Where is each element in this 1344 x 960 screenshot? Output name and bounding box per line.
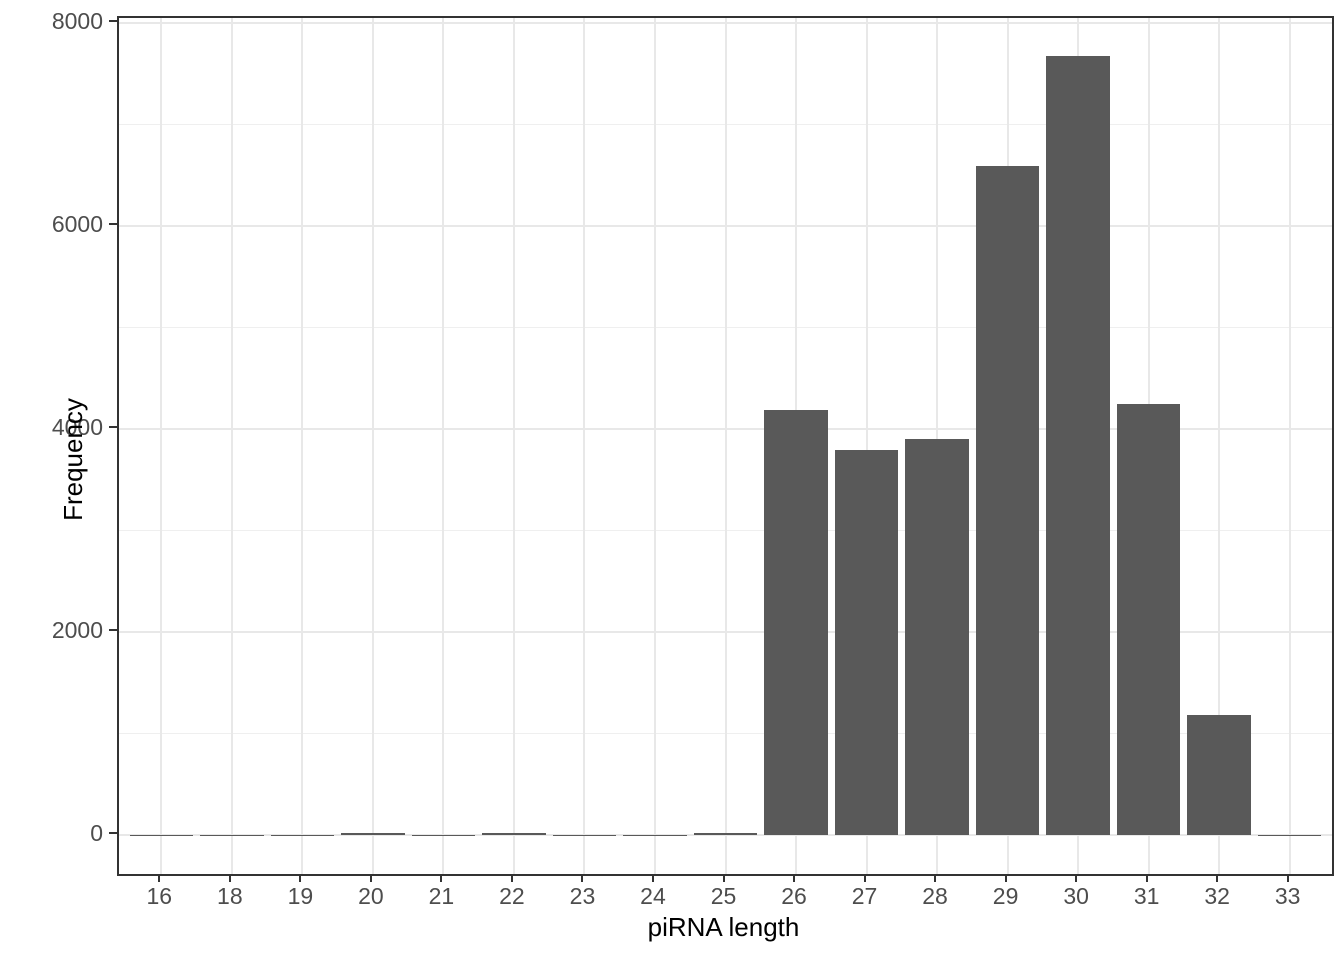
x-tick-30 xyxy=(1075,874,1078,882)
y-tick-8000 xyxy=(109,19,117,22)
x-tick-label-22: 22 xyxy=(499,883,525,909)
bar-20 xyxy=(341,832,405,835)
x-tick-19 xyxy=(299,874,302,882)
gridline-major-x-16 xyxy=(160,18,163,874)
gridline-major-x-21 xyxy=(442,18,445,874)
gridline-major-x-22 xyxy=(512,18,515,874)
y-tick-label-0: 0 xyxy=(90,820,103,847)
y-tick-label-2000: 2000 xyxy=(51,617,103,643)
gridline-major-x-18 xyxy=(230,18,233,874)
y-tick-label-6000: 6000 xyxy=(51,210,103,237)
gridline-major-x-27 xyxy=(865,18,868,874)
x-tick-label-18: 18 xyxy=(217,883,243,909)
bar-29 xyxy=(975,166,1040,836)
gridline-major-x-24 xyxy=(653,18,656,874)
x-tick-23 xyxy=(581,874,584,882)
x-tick-31 xyxy=(1145,874,1148,882)
x-tick-label-33: 33 xyxy=(1274,883,1301,909)
x-tick-label-24: 24 xyxy=(640,883,666,909)
x-tick-24 xyxy=(651,874,654,882)
gridline-major-x-25 xyxy=(724,18,727,874)
x-tick-label-20: 20 xyxy=(358,883,384,909)
x-tick-label-31: 31 xyxy=(1133,883,1160,909)
x-tick-label-29: 29 xyxy=(992,883,1019,909)
y-tick-0 xyxy=(109,832,117,835)
x-tick-21 xyxy=(440,874,443,882)
x-tick-label-25: 25 xyxy=(710,883,737,909)
x-tick-label-16: 16 xyxy=(146,883,173,909)
x-tick-20 xyxy=(369,874,372,882)
x-tick-label-28: 28 xyxy=(922,883,948,909)
bar-25 xyxy=(693,832,758,835)
gridline-major-x-33 xyxy=(1288,18,1291,874)
x-tick-26 xyxy=(793,874,796,882)
x-tick-label-30: 30 xyxy=(1063,883,1089,909)
bar-28 xyxy=(905,439,969,835)
y-tick-label-8000: 8000 xyxy=(51,7,103,34)
gridline-major-x-19 xyxy=(301,18,304,874)
x-tick-25 xyxy=(722,874,725,882)
gridline-major-x-23 xyxy=(583,18,586,874)
y-tick-2000 xyxy=(109,629,117,631)
x-tick-label-32: 32 xyxy=(1204,883,1230,909)
plot-panel xyxy=(117,16,1334,876)
gridline-major-x-32 xyxy=(1218,18,1221,874)
x-tick-18 xyxy=(228,874,231,882)
x-tick-16 xyxy=(158,874,161,882)
x-tick-32 xyxy=(1216,874,1219,882)
bar-31 xyxy=(1116,403,1181,835)
bar-22 xyxy=(482,833,546,835)
x-tick-label-19: 19 xyxy=(287,883,314,909)
bar-26 xyxy=(764,409,828,835)
x-tick-33 xyxy=(1286,874,1289,882)
x-tick-label-26: 26 xyxy=(781,883,807,909)
y-tick-label-4000: 4000 xyxy=(51,413,103,440)
bar-32 xyxy=(1187,715,1251,835)
y-tick-6000 xyxy=(109,222,117,225)
x-tick-label-21: 21 xyxy=(428,883,455,909)
x-tick-27 xyxy=(863,874,866,882)
y-tick-4000 xyxy=(109,425,117,428)
x-tick-label-23: 23 xyxy=(569,883,596,909)
bar-27 xyxy=(834,450,899,836)
x-axis-title: piRNA length xyxy=(647,912,800,942)
x-tick-22 xyxy=(510,874,513,882)
bar-30 xyxy=(1046,56,1110,836)
x-tick-29 xyxy=(1004,874,1007,882)
y-axis-title: Frequency xyxy=(57,398,88,521)
x-tick-label-27: 27 xyxy=(851,883,878,909)
x-tick-28 xyxy=(934,874,937,882)
gridline-major-x-20 xyxy=(371,18,374,874)
